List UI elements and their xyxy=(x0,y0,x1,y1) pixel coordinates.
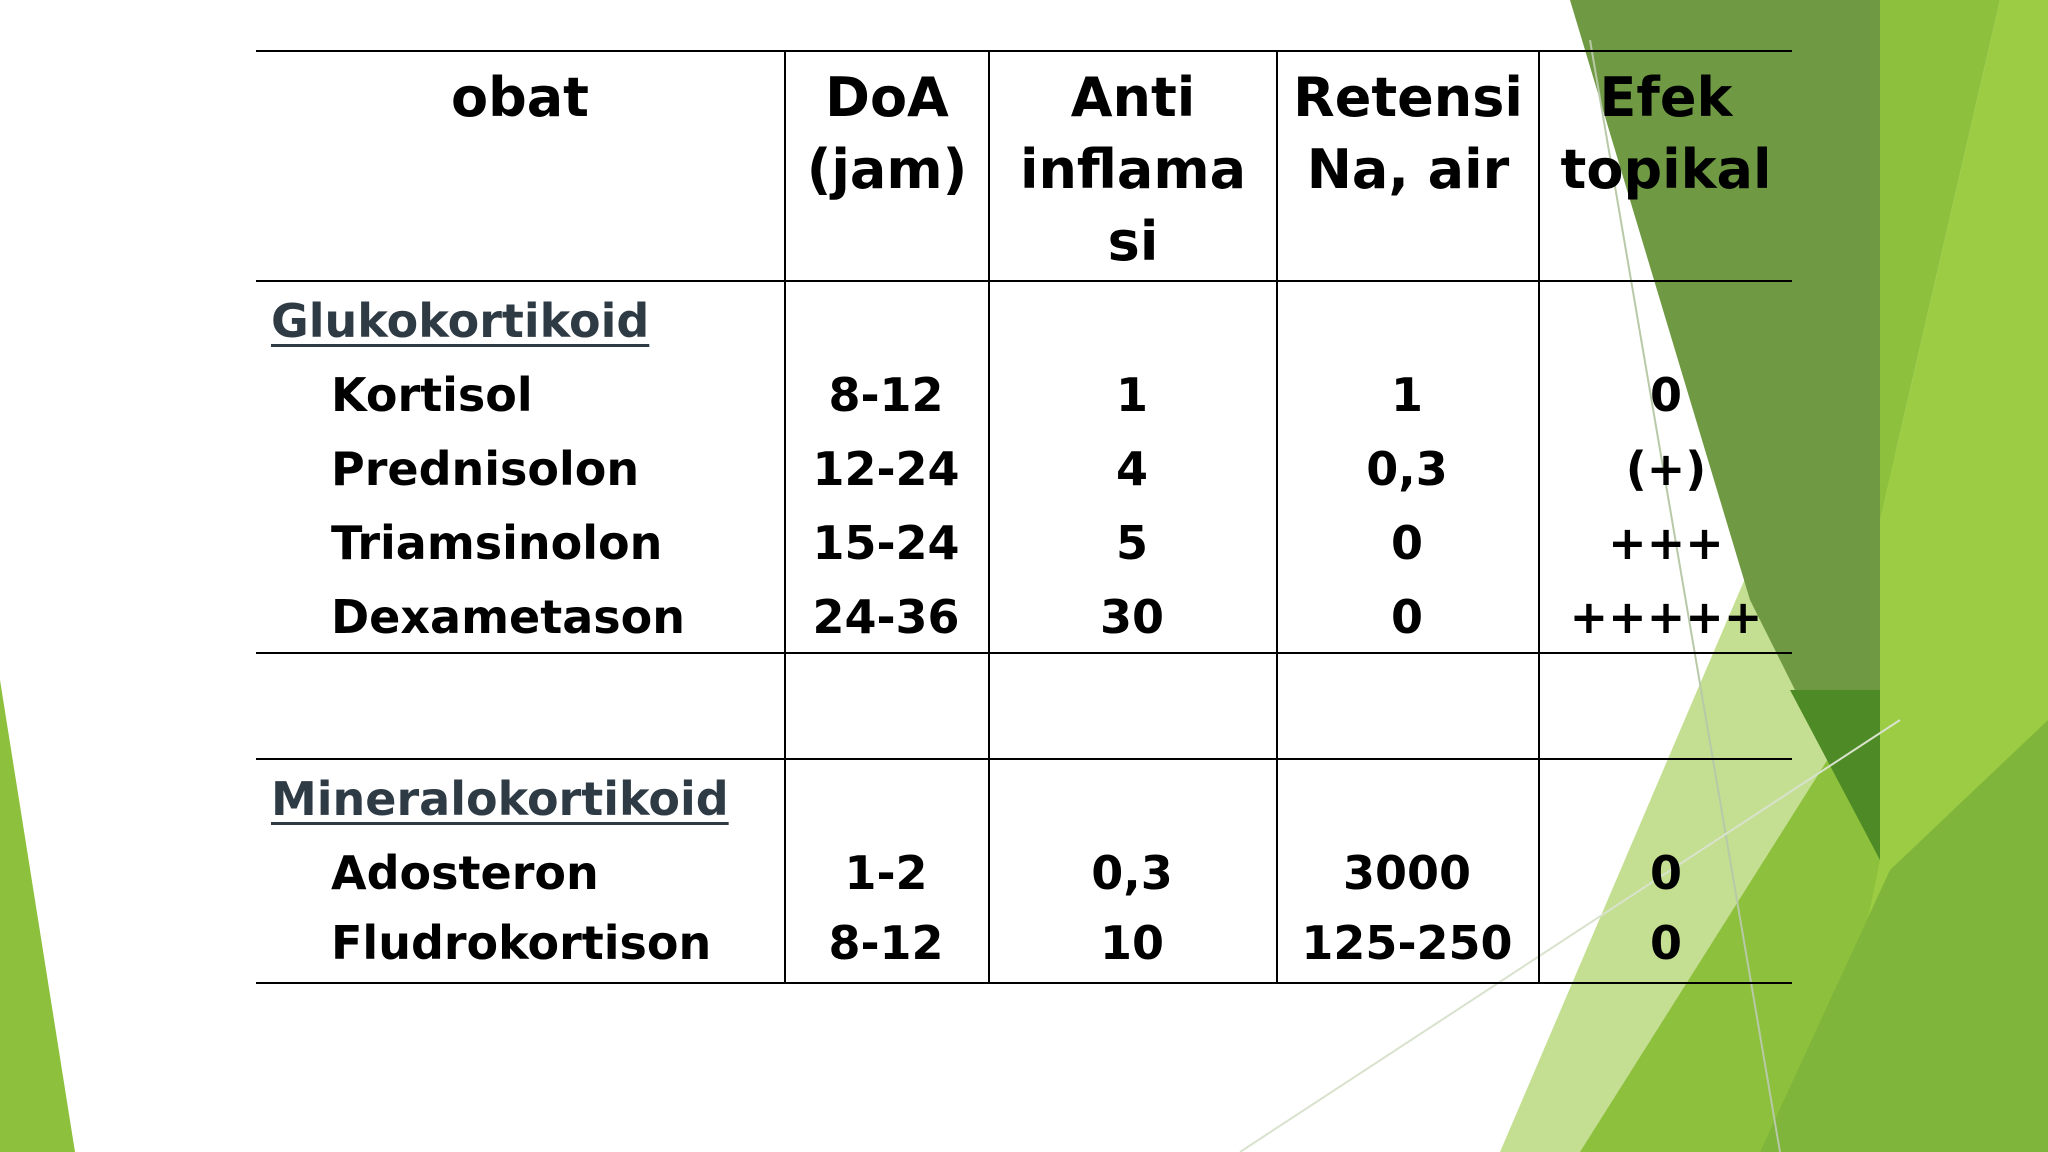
col-divider-2 xyxy=(988,50,990,984)
drug-name: Triamsinolon xyxy=(331,516,663,570)
efek-topikal-value: 0 xyxy=(1649,916,1682,970)
col-divider-4 xyxy=(1538,50,1540,984)
anti-inflamasi-value: 0,3 xyxy=(1091,846,1173,900)
anti-inflamasi-value: 4 xyxy=(1115,442,1148,496)
drug-name: Prednisolon xyxy=(331,442,640,496)
efek-topikal-value: (+) xyxy=(1625,442,1707,496)
table-bottom-border xyxy=(256,982,1792,984)
deco-thin-line-1 xyxy=(1589,39,1781,1152)
corticosteroid-table: obat DoA (jam) Anti inflama si Retensi N… xyxy=(256,50,1792,985)
doa-value: 15-24 xyxy=(812,516,960,570)
deco-thin-line-2 xyxy=(1239,719,1901,1152)
header-retensi: Retensi Na, air xyxy=(1293,66,1523,201)
doa-value: 12-24 xyxy=(812,442,960,496)
col-divider-3 xyxy=(1276,50,1278,984)
drug-name: Adosteron xyxy=(331,846,599,900)
efek-topikal-value: +++++ xyxy=(1569,590,1763,644)
retensi-value: 0,3 xyxy=(1366,442,1448,496)
deco-dark-panel xyxy=(1570,0,1880,860)
retensi-value: 0 xyxy=(1390,516,1423,570)
header-efek-topikal: Efek topikal xyxy=(1560,66,1772,201)
deco-left-sliver xyxy=(0,680,75,1152)
col-divider-1 xyxy=(784,50,786,984)
efek-topikal-value: 0 xyxy=(1649,368,1682,422)
doa-value: 8-12 xyxy=(828,916,944,970)
deco-deep-panel xyxy=(1790,690,1880,860)
doa-value: 8-12 xyxy=(828,368,944,422)
header-anti-inflamasi: Anti inflama si xyxy=(1019,66,1247,273)
header-obat: obat xyxy=(450,66,589,129)
table-top-border xyxy=(256,50,1792,52)
group-label-glukokortikoid: Glukokortikoid xyxy=(271,294,650,348)
anti-inflamasi-value: 1 xyxy=(1115,368,1148,422)
anti-inflamasi-value: 10 xyxy=(1099,916,1164,970)
spacer-bottom-border xyxy=(256,758,1792,760)
retensi-value: 125-250 xyxy=(1301,916,1513,970)
drug-name: Dexametason xyxy=(331,590,685,644)
retensi-value: 0 xyxy=(1390,590,1423,644)
deco-bottom-wedge xyxy=(1760,720,2048,1152)
drug-name: Fludrokortison xyxy=(331,916,712,970)
retensi-value: 1 xyxy=(1390,368,1423,422)
header-doa: DoA (jam) xyxy=(806,66,968,201)
header-bottom-border xyxy=(256,280,1792,282)
deco-right-upper xyxy=(1880,0,2000,520)
drug-name: Kortisol xyxy=(331,368,533,422)
group-label-mineralokortikoid: Mineralokortikoid xyxy=(271,772,729,826)
doa-value: 24-36 xyxy=(812,590,960,644)
doa-value: 1-2 xyxy=(844,846,928,900)
efek-topikal-value: 0 xyxy=(1649,846,1682,900)
efek-topikal-value: +++ xyxy=(1608,516,1724,570)
anti-inflamasi-value: 30 xyxy=(1099,590,1164,644)
anti-inflamasi-value: 5 xyxy=(1115,516,1148,570)
retensi-value: 3000 xyxy=(1342,846,1472,900)
group1-bottom-border xyxy=(256,652,1792,654)
